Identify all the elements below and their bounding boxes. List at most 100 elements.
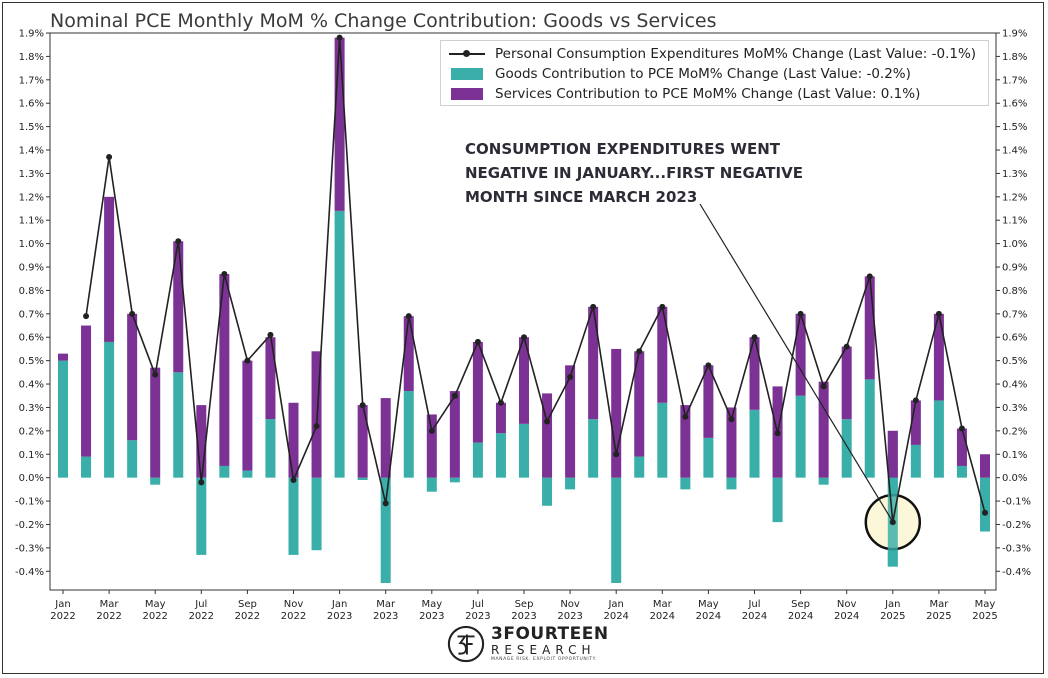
services-bar — [519, 337, 529, 424]
x-tick-label-month: Jan — [331, 599, 347, 610]
x-tick-label-year: 2022 — [281, 611, 306, 622]
services-bar — [334, 37, 345, 211]
y-tick-label-left: -0.3% — [15, 543, 44, 554]
pce-point — [636, 348, 643, 355]
x-tick-label-year: 2023 — [373, 611, 398, 622]
pce-point — [83, 313, 90, 320]
services-bar — [380, 398, 391, 478]
y-tick-label-right: 0.4% — [1002, 380, 1027, 391]
x-tick-label-year: 2022 — [142, 611, 167, 622]
y-tick-label-left: 0.8% — [19, 286, 44, 297]
y-tick-label-right: 0.5% — [1002, 356, 1027, 367]
y-tick-label-left: 0.6% — [19, 333, 44, 344]
x-tick-label-month: Jul — [747, 599, 760, 610]
pce-point — [705, 362, 712, 369]
pce-point — [982, 509, 988, 516]
pce-point — [267, 331, 274, 338]
y-tick-label-left: 1.7% — [19, 75, 44, 86]
goods-bar — [980, 477, 990, 532]
legend-label-services: Services Contribution to PCE MoM% Change… — [495, 86, 921, 102]
goods-bar — [150, 477, 161, 485]
services-bar — [818, 381, 829, 478]
pce-point — [682, 413, 689, 420]
services-bar — [841, 346, 852, 420]
goods-bar — [818, 477, 829, 485]
services-bar — [495, 402, 506, 434]
pce-point — [797, 310, 804, 317]
services-bar — [565, 365, 576, 478]
pce-point — [152, 371, 159, 378]
y-tick-label-left: 1.4% — [19, 146, 44, 157]
x-tick-label-year: 2022 — [50, 611, 75, 622]
goods-bar — [380, 477, 391, 583]
y-tick-label-left: 0.9% — [19, 263, 44, 274]
x-tick-label-year: 2024 — [650, 611, 675, 622]
x-tick-label-month: Jul — [471, 599, 484, 610]
pce-point — [221, 271, 228, 278]
goods-bar — [472, 442, 483, 478]
goods-bar — [334, 210, 345, 478]
services-bar — [196, 405, 207, 478]
legend-label-pce: Personal Consumption Expenditures MoM% C… — [495, 46, 977, 62]
goods-bar — [749, 409, 760, 478]
goods-bar — [933, 400, 944, 478]
x-tick-label-month: Jul — [194, 599, 207, 610]
logo-tagline: MANAGE RISK. EXPLOIT OPPORTUNITY. — [491, 656, 598, 662]
goods-bar — [611, 477, 622, 583]
x-tick-label-month: Mar — [376, 599, 396, 610]
services-bar — [634, 351, 645, 457]
x-tick-label-year: 2023 — [557, 611, 582, 622]
chart-legend: Personal Consumption Expenditures MoM% C… — [440, 40, 989, 106]
x-tick-label-year: 2022 — [96, 611, 121, 622]
x-tick-label-month: Sep — [238, 599, 257, 610]
y-tick-label-right: 0.0% — [1002, 473, 1027, 484]
pce-point — [313, 423, 320, 430]
pce-point — [521, 334, 527, 341]
x-tick-label-month: Sep — [791, 599, 810, 610]
pce-point — [912, 397, 919, 404]
goods-bar — [357, 477, 368, 481]
services-bar — [980, 454, 990, 478]
goods-bar — [956, 465, 967, 478]
x-tick-label-month: Nov — [560, 599, 580, 610]
services-bar — [426, 414, 437, 478]
x-tick-label-year: 2023 — [419, 611, 444, 622]
x-tick-label-month: Mar — [100, 599, 120, 610]
y-tick-label-right: -0.1% — [1002, 497, 1031, 508]
services-bar — [472, 341, 483, 443]
pce-point — [590, 303, 597, 310]
pce-point — [889, 519, 896, 526]
logo-mark-icon — [447, 625, 485, 663]
y-tick-label-left: -0.2% — [15, 520, 44, 531]
x-tick-label-year: 2022 — [235, 611, 260, 622]
services-bar — [357, 405, 368, 478]
services-bar — [219, 274, 230, 466]
pce-point — [428, 427, 435, 434]
services-bar — [588, 306, 599, 420]
x-tick-label-month: May — [698, 599, 719, 610]
logo-subtitle: RESEARCH — [491, 642, 596, 657]
goods-bar — [910, 444, 921, 478]
pce-point — [935, 310, 942, 317]
x-tick-label-year: 2024 — [788, 611, 813, 622]
y-tick-label-right: -0.3% — [1002, 543, 1031, 554]
services-bar — [150, 367, 161, 478]
services-bar — [726, 407, 737, 478]
chart-title: Nominal PCE Monthly MoM % Change Contrib… — [50, 10, 717, 32]
pce-point — [106, 154, 113, 161]
services-bar — [542, 393, 553, 478]
y-tick-label-left: 0.4% — [19, 380, 44, 391]
services-bar — [703, 365, 714, 438]
goods-bar — [173, 372, 184, 478]
pce-point — [866, 273, 873, 280]
pce-point — [290, 477, 297, 484]
x-tick-label-year: 2024 — [742, 611, 767, 622]
pce-point — [405, 313, 412, 320]
x-tick-label-year: 2025 — [880, 611, 905, 622]
goods-bar — [495, 433, 506, 478]
x-tick-label-month: Nov — [284, 599, 304, 610]
y-tick-label-left: 1.5% — [19, 122, 44, 133]
x-tick-label-month: Jan — [884, 599, 900, 610]
y-tick-label-left: -0.4% — [15, 567, 44, 578]
